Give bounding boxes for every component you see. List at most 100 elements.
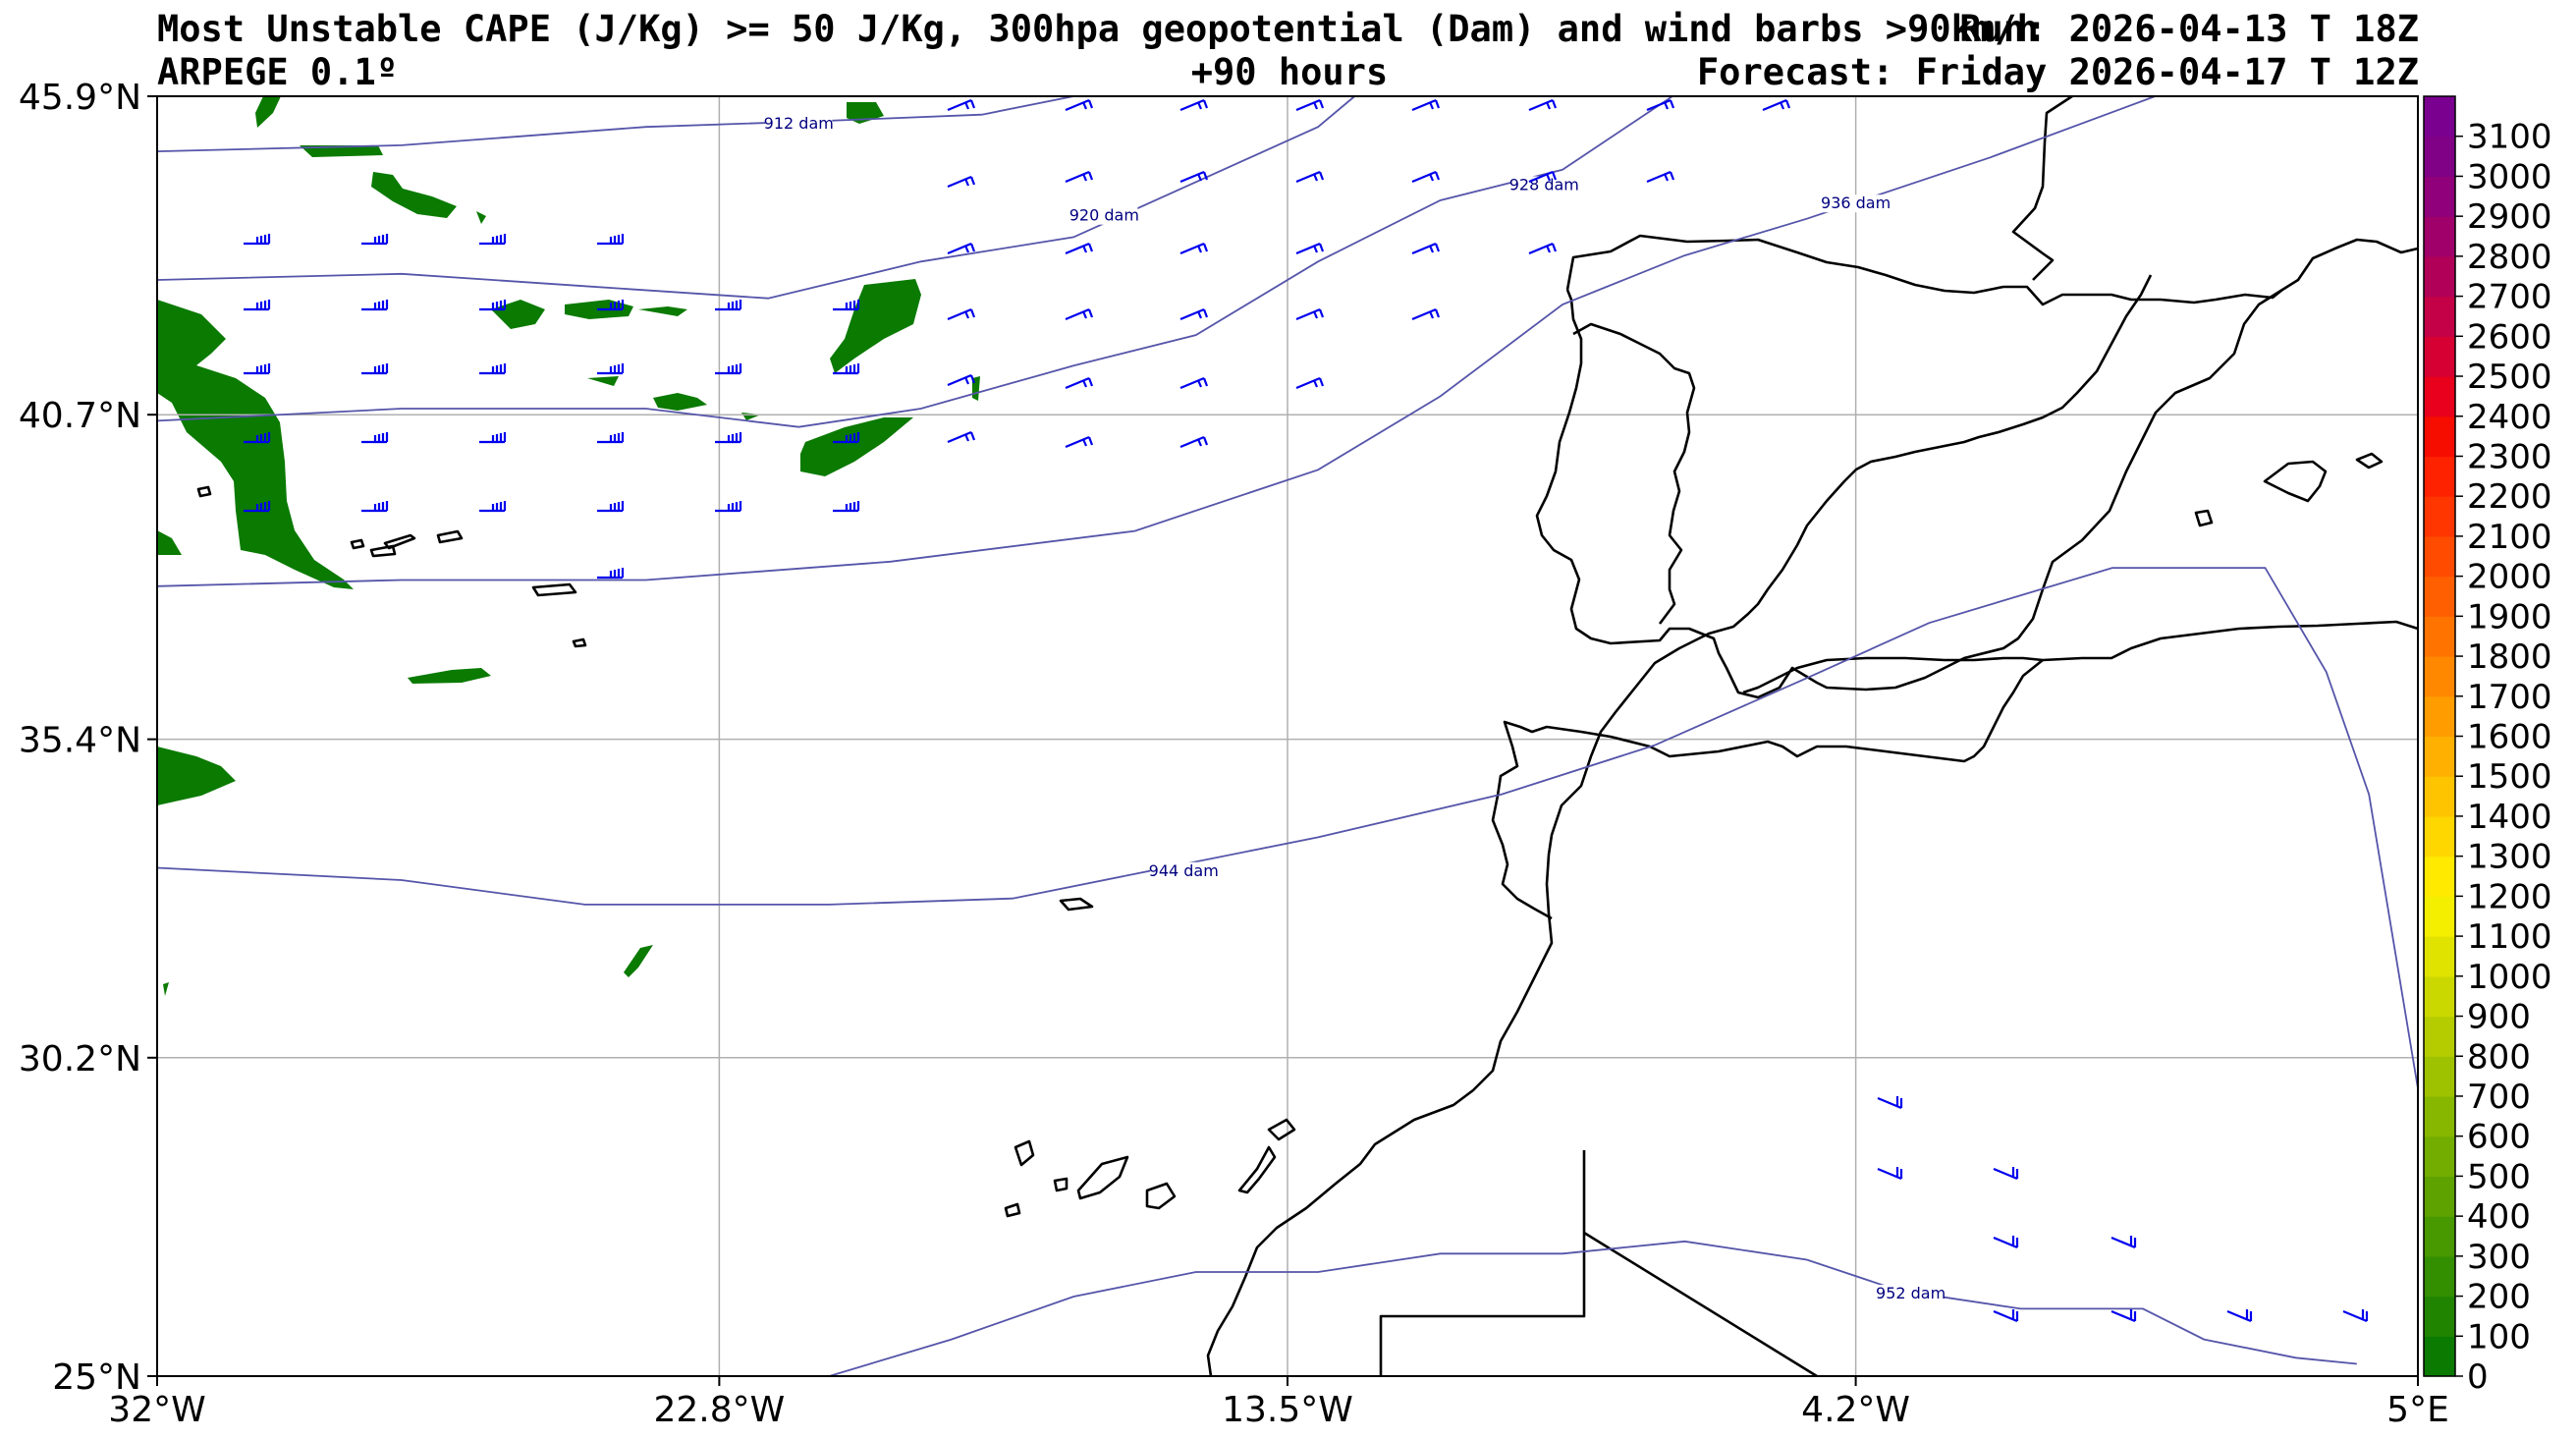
wind-barb — [1877, 1096, 1903, 1110]
colorbar-tick-label: 2700 — [2467, 278, 2552, 317]
colorbar-tick-label: 200 — [2467, 1278, 2531, 1317]
wind-barb — [1179, 98, 1209, 112]
forecast-label: Forecast: Friday 2026-04-17 T 12Z — [1697, 51, 2419, 93]
cape-area — [163, 982, 169, 996]
cape-area — [476, 211, 486, 224]
colorbar-tick-label: 1300 — [2467, 838, 2552, 877]
contour-label-bg — [1822, 194, 1890, 213]
geopotential-contour — [156, 95, 1673, 428]
x-tick-label: 13.5°W — [1222, 1390, 1353, 1430]
wind-barb — [2110, 1236, 2137, 1249]
wind-barb — [715, 300, 742, 311]
cape-area — [624, 945, 653, 977]
azores-2 — [350, 538, 365, 550]
wind-barb — [479, 363, 507, 375]
y-tick-label: 40.7°N — [19, 396, 141, 436]
wind-barb — [1411, 98, 1441, 112]
axis-tick-labels: 32°W 22.8°W 13.5°W 4.2°W 5°E 25°N 30.2°N 35.4°N… — [19, 78, 2449, 1430]
contour-label: 952 dam — [1876, 1284, 1946, 1302]
cape-area — [157, 530, 182, 555]
wind-barb — [1993, 1309, 2019, 1323]
wind-barb — [244, 234, 271, 246]
colorbar-swatch — [2424, 96, 2455, 138]
model-label: ARPEGE 0.1º — [157, 51, 398, 93]
colorbar-swatch — [2424, 415, 2455, 458]
azores-5 — [436, 529, 464, 544]
wind-barb — [1411, 170, 1441, 184]
cape-area — [638, 306, 687, 316]
colorbar-swatch — [2424, 1095, 2455, 1137]
colorbar-swatch — [2424, 296, 2455, 337]
wind-barb — [1528, 242, 1558, 255]
y-tick-label: 45.9°N — [19, 78, 141, 118]
azores-6 — [531, 582, 577, 597]
wind-barb — [479, 300, 507, 311]
wind-barb — [947, 242, 976, 255]
colorbar-tick-label: 3100 — [2467, 118, 2552, 157]
wind-barb — [597, 234, 625, 246]
wind-barb — [1065, 242, 1094, 255]
wind-barb — [244, 300, 271, 311]
wind-barb — [597, 501, 625, 513]
wind-barb — [947, 373, 976, 387]
france-coastline — [2011, 94, 2073, 281]
wind-barb — [947, 175, 976, 189]
wind-barb — [833, 432, 860, 444]
colorbar-tick-label: 1900 — [2467, 597, 2552, 636]
map-plot-area: 912 dam 920 dam 928 dam 936 dam 944 dam 952 d… — [156, 94, 2419, 1378]
colorbar-swatch — [2424, 856, 2455, 897]
colorbar-swatch — [2424, 1056, 2455, 1097]
wind-barb — [1411, 242, 1441, 255]
colorbar-swatch — [2424, 695, 2455, 738]
wind-barb — [597, 568, 625, 580]
wind-barb — [361, 501, 389, 513]
wind-barb — [1528, 170, 1558, 184]
wind-barb — [597, 363, 625, 375]
wind-barb — [1993, 1236, 2019, 1249]
wind-barb — [597, 300, 625, 311]
canary-3 — [1076, 1155, 1129, 1200]
colorbar-swatch — [2424, 255, 2455, 298]
colorbar-swatch — [2424, 336, 2455, 377]
wind-barb — [1179, 435, 1209, 449]
wind-barb — [1411, 307, 1441, 321]
azores-1 — [196, 485, 212, 498]
colorbar-tick-label: 700 — [2467, 1078, 2531, 1117]
contour-label-bg — [1070, 206, 1138, 225]
cape-area — [300, 145, 383, 157]
geopotential-contour — [156, 95, 1074, 152]
colorbar-tick-label: 1800 — [2467, 637, 2552, 677]
colorbar-tick-label: 2000 — [2467, 558, 2552, 597]
wind-barb-layer — [244, 98, 2369, 1323]
wind-barb — [361, 300, 389, 311]
portugal-border — [1572, 322, 1696, 625]
colorbar-swatch — [2424, 1135, 2455, 1178]
wind-barb — [479, 234, 507, 246]
colorbar-tick-label: 1500 — [2467, 757, 2552, 797]
wind-barb — [947, 307, 976, 321]
wind-barb — [1179, 170, 1209, 184]
canary-7 — [1267, 1118, 1296, 1141]
geopotential-contour — [156, 95, 1355, 300]
contour-label: 912 dam — [764, 114, 834, 133]
colorbar-swatch — [2424, 1255, 2455, 1298]
wind-barb — [833, 300, 860, 311]
colorbar-swatch — [2424, 176, 2455, 217]
colorbar-swatch — [2424, 975, 2455, 1018]
colorbar-swatch — [2424, 496, 2455, 537]
wind-barb — [1065, 376, 1094, 390]
azores-7 — [572, 637, 587, 648]
wind-barb — [1295, 376, 1325, 390]
run-label: Run: 2026-04-13 T 18Z — [1959, 8, 2419, 50]
canary-2 — [1053, 1177, 1069, 1192]
iberia-coastline — [1565, 234, 2419, 306]
colorbar-tick-label: 900 — [2467, 998, 2531, 1037]
cape-area — [371, 172, 457, 218]
colorbar-tick-label: 0 — [2467, 1357, 2489, 1397]
canary-6 — [1237, 1145, 1277, 1194]
wind-barb — [1762, 98, 1791, 112]
colorbar-tick-label: 600 — [2467, 1118, 2531, 1157]
geopotential-contour — [829, 1240, 2357, 1377]
cape-area — [653, 393, 707, 411]
colorbar-swatch — [2424, 1336, 2455, 1377]
